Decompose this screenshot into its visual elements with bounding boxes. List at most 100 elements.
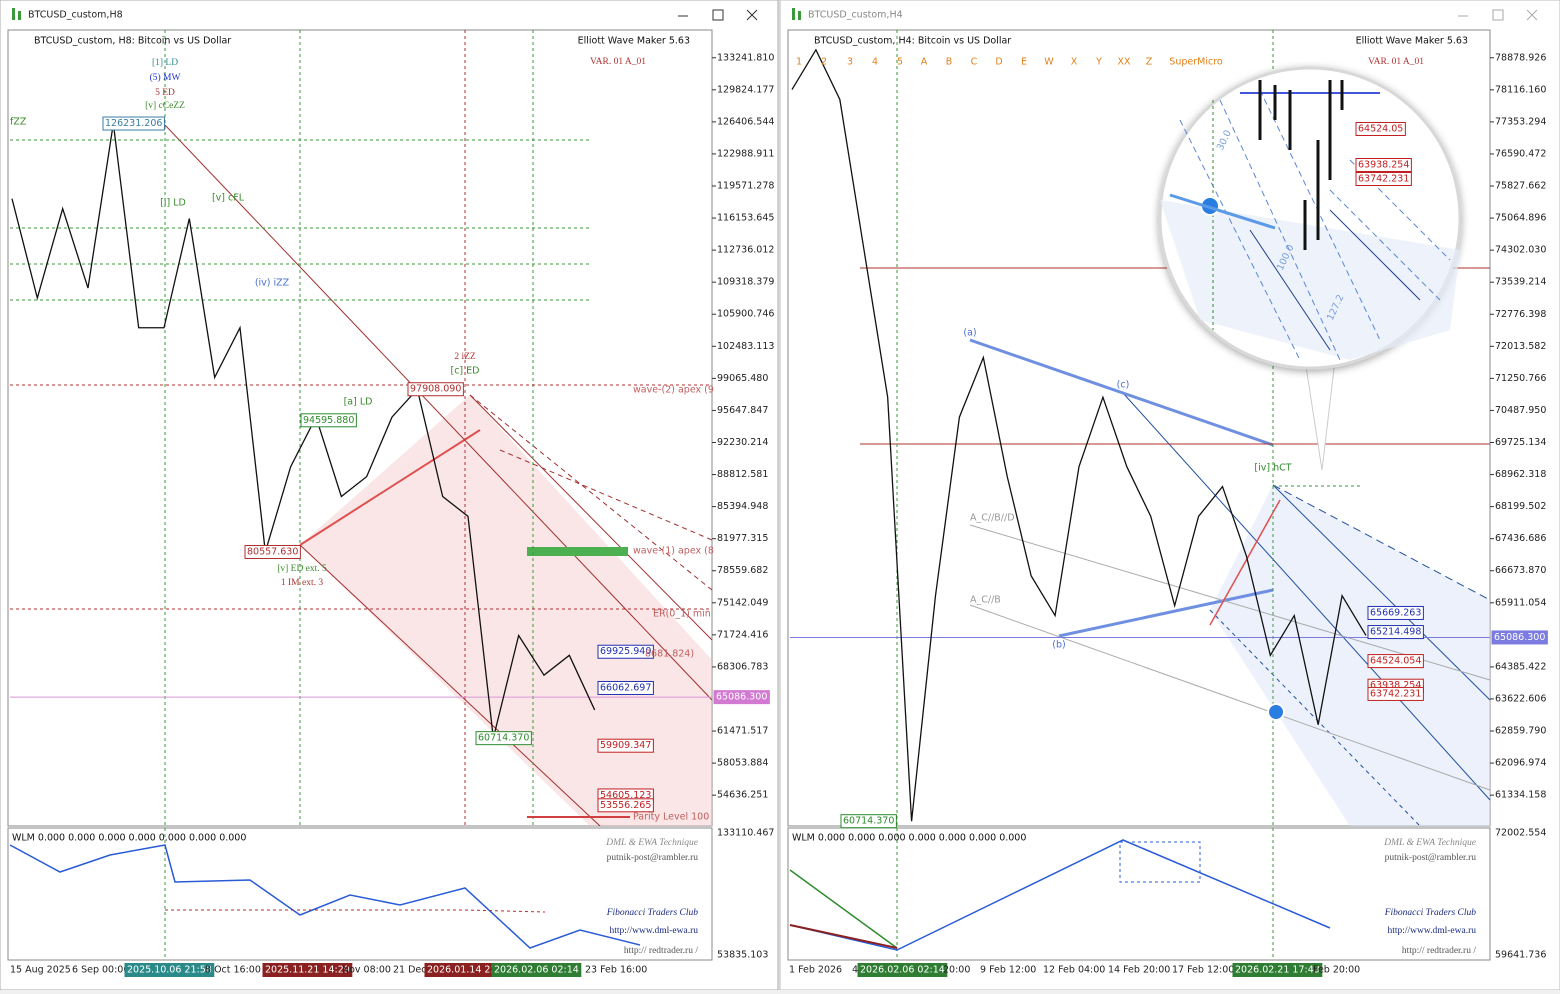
y-tick-label: 67436.686: [1495, 533, 1546, 544]
indicator-line: [9, 844, 641, 949]
y-tick-label: 126406.544: [717, 116, 774, 127]
y-tick-label: 133241.810: [717, 52, 774, 63]
y-tick-label: 105900.746: [717, 309, 774, 320]
y-tick-label: 66673.870: [1495, 565, 1546, 576]
wave-label: (5) MW: [150, 72, 181, 83]
price-box: [475, 731, 532, 746]
y-tick-label: 73539.214: [1495, 277, 1546, 288]
y-tick-label: 85394.948: [717, 501, 768, 512]
price-box-label: 63742.231: [1370, 688, 1421, 699]
y-tick-label: 116153.645: [717, 213, 774, 224]
y-tick-label: 72776.398: [1495, 309, 1546, 320]
magnifier: [1158, 66, 1462, 471]
window-controls[interactable]: [678, 9, 758, 21]
price-box: [840, 814, 897, 829]
plugin-name: Elliott Wave Maker 5.63: [1356, 36, 1468, 47]
wave-label: (b): [1052, 640, 1065, 651]
median-line: [299, 429, 481, 546]
window-controls[interactable]: [1458, 9, 1538, 21]
price-box-label: 80557.630: [247, 546, 298, 557]
price-box: [597, 644, 654, 659]
y-tick-label: 68962.318: [1495, 469, 1546, 480]
y-tick-label: 92230.214: [717, 437, 768, 448]
y-tick-label: 75827.662: [1495, 181, 1546, 192]
price-box: [1355, 122, 1406, 136]
wave-label: A_C//B: [970, 595, 1001, 606]
wave-label: E: [1021, 57, 1027, 68]
y-tick-label: 70487.950: [1495, 405, 1546, 416]
wave-label: fZZ: [10, 117, 27, 128]
indicator-tick: 59641.736: [1495, 950, 1546, 961]
y-tick-label: 61334.158: [1495, 790, 1546, 801]
price-box: [1367, 605, 1424, 620]
price-box-label: 2026.01.14 22:: [427, 965, 500, 976]
indicator-label: WLM 0.000 0.000 0.000 0.000 0.000 0.000 …: [792, 833, 1026, 844]
y-tick-label: 75064.896: [1495, 213, 1546, 224]
price-box-label: 65086.300: [716, 692, 767, 703]
credit: Fibonacci Traders Club: [1384, 908, 1477, 918]
price-box: [1367, 686, 1424, 701]
price-box: [262, 963, 353, 977]
credit: DML & EWA Technique: [605, 838, 698, 848]
price-box: [1355, 158, 1412, 172]
y-tick-label: 62096.974: [1495, 758, 1546, 769]
price-box-label: 63742.231: [1358, 174, 1409, 185]
plugin-name: Elliott Wave Maker 5.63: [578, 36, 690, 47]
price-box-label: 2026.02.21 17:43: [1235, 965, 1320, 976]
x-tick-label: 9 Feb 12:00: [980, 965, 1036, 976]
y-tick-label: 78878.926: [1495, 52, 1546, 63]
price-box-label: 53556.265: [600, 800, 651, 811]
y-tick-label: 65911.054: [1495, 597, 1546, 608]
wave-label: wave-(1) apex (8: [633, 546, 714, 557]
indicator-label: WLM 0.000 0.000 0.000 0.000 0.000 0.000 …: [12, 833, 246, 844]
channel-lines: [164, 124, 713, 827]
wave-label: A_C//B//D: [970, 513, 1015, 524]
level-lines: [10, 139, 590, 301]
chart-header: BTCUSD_custom, H4: Bitcoin vs US Dollar: [814, 36, 1011, 47]
y-tick-label: 112736.012: [717, 245, 774, 256]
wave-label: [i] LD: [160, 198, 186, 209]
price-box-label: 60714.370: [843, 816, 894, 827]
x-tick-label: 21 Dec: [393, 965, 427, 976]
wave-label: [v] ED ext. 5: [277, 564, 327, 574]
credit: putnik-post@rambler.ru: [607, 853, 699, 863]
indicator-tick: 53835.103: [717, 950, 768, 961]
y-tick-label: 61471.517: [717, 726, 768, 737]
credit: DML & EWA Technique: [1383, 838, 1476, 848]
wave-label: Parity Level 100: [633, 812, 709, 823]
variant-label: VAR. 01 A_01: [1368, 57, 1424, 67]
price-box: [102, 116, 165, 131]
x-tick-label: 1 Feb 2026: [789, 965, 842, 976]
y-tick-label: 63622.606: [1495, 693, 1546, 704]
wave-label: (iv) iZZ: [255, 278, 290, 289]
wave-label: [iv] hCT: [1254, 463, 1291, 474]
credit: putnik-post@rambler.ru: [1385, 853, 1477, 863]
price-box-label: 63938.254: [1370, 680, 1421, 691]
chart-area: [7, 29, 713, 827]
window-icon: [12, 8, 801, 20]
y-tick-label: 54636.251: [717, 790, 768, 801]
y-tick-label: 78559.682: [717, 565, 768, 576]
y-tick-label: 109318.379: [717, 277, 774, 288]
wave-label: XX: [1117, 57, 1131, 68]
price-box: [597, 680, 654, 695]
channel-lines: [1122, 392, 1491, 827]
variant-label: VAR. 01 A_01: [590, 57, 646, 67]
price-box-label: 65086.300: [1494, 632, 1545, 643]
price-box-label: 59909.347: [600, 740, 651, 751]
indicator-tick: 133110.467: [717, 828, 774, 839]
price-line: [11, 123, 596, 739]
price-box: [1232, 963, 1323, 977]
price-line: [791, 48, 1367, 822]
price-box: [124, 963, 215, 977]
credit: http://www.dml-ewa.ru: [609, 926, 698, 936]
y-tick-label: 71724.416: [717, 629, 768, 640]
price-box: [857, 963, 948, 977]
price-box-label: 2026.02.06 02:14: [860, 965, 945, 976]
price-box-label: 66062.697: [600, 682, 651, 693]
indicator-line: [789, 924, 898, 949]
time-markers: [164, 30, 534, 960]
wave-label: [c] ED: [451, 366, 480, 377]
